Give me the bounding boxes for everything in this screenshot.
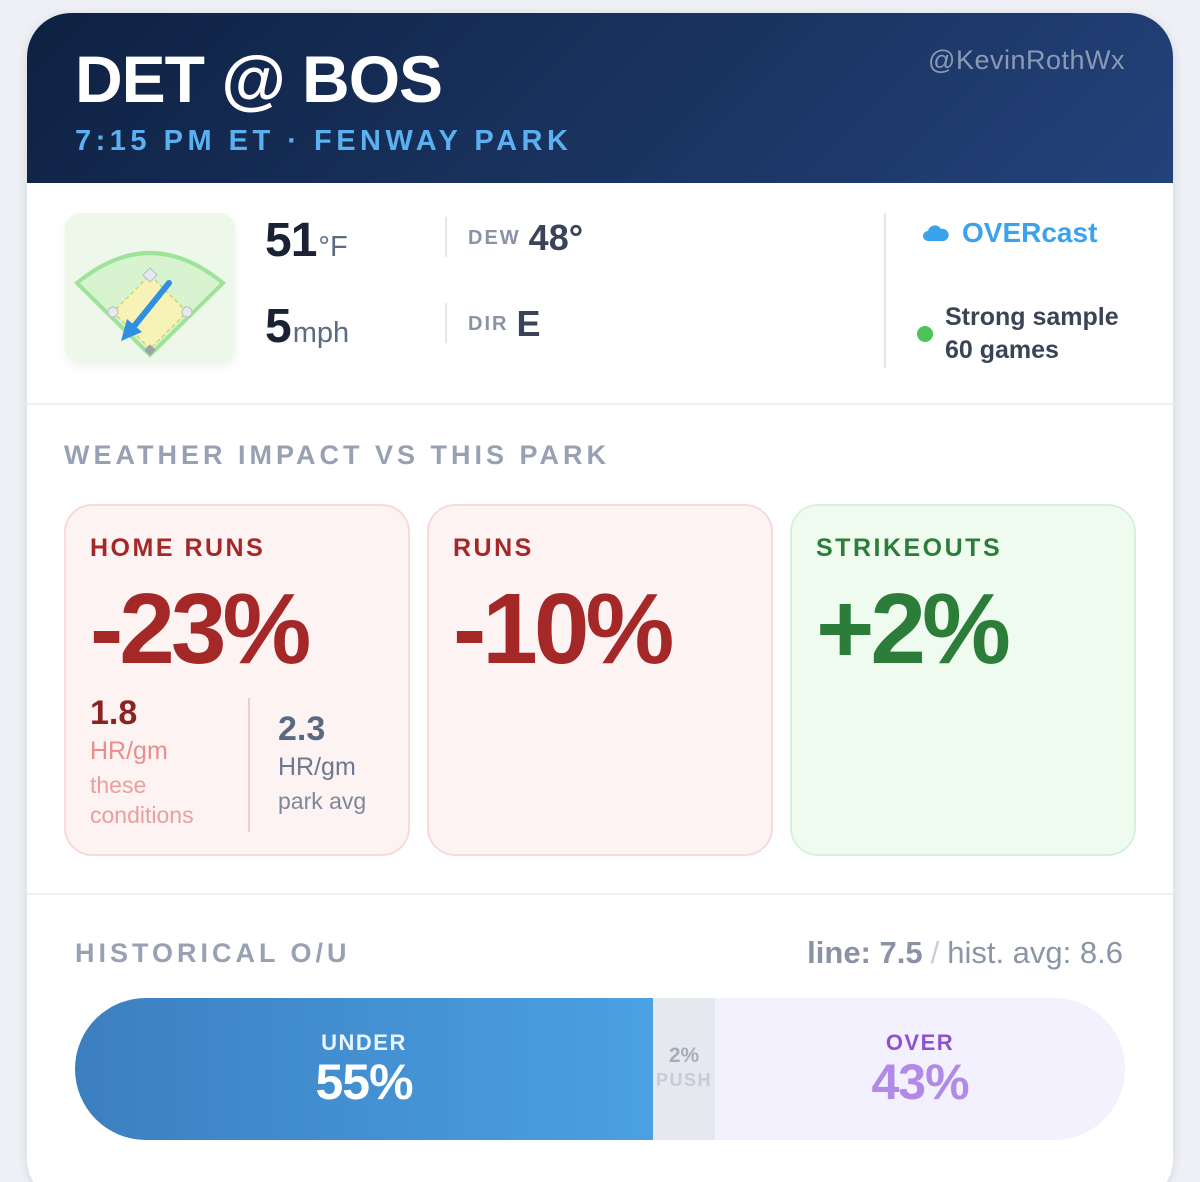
matchup-title: DET @ BOS — [75, 42, 443, 116]
dir-value: E — [516, 303, 541, 344]
condition: OVERcast — [922, 217, 1097, 249]
betting-line: line: 7.5 — [807, 935, 923, 970]
baseball-field-wind-arrow-icon — [65, 213, 235, 363]
impact-card-runs: RUNS -10% — [427, 504, 773, 856]
impact-section-title: WEATHER IMPACT VS THIS PARK — [64, 440, 610, 470]
impact-value: +2% — [816, 573, 1011, 685]
over-under-bar: UNDER 55% 2% PUSH OVER 43% — [75, 998, 1125, 1140]
divider — [445, 217, 447, 257]
header: DET @ BOS 7:15 PM ET · FENWAY PARK @Kevi… — [27, 13, 1173, 183]
divider — [445, 303, 447, 343]
weather-row: 51°F 5mph DEW 48° DIR E OVERcast — [27, 183, 1173, 405]
under-label: UNDER — [321, 1030, 407, 1055]
dew-point: DEW 48° — [468, 217, 583, 259]
hr-these-conditions: 1.8 HR/gm these conditions — [90, 694, 194, 830]
hr-these-desc: these — [90, 772, 147, 798]
hr-park-value: 2.3 — [278, 710, 326, 748]
impact-label: RUNS — [453, 534, 534, 562]
impact-card-strikeouts: STRIKEOUTS +2% — [790, 504, 1136, 856]
section-divider — [27, 893, 1173, 895]
cloud-icon — [922, 217, 950, 249]
wind-speed-unit: mph — [292, 317, 350, 349]
wind-direction: DIR E — [468, 303, 540, 345]
hr-park-desc: park avg — [278, 788, 367, 814]
push-segment: 2% PUSH — [653, 998, 715, 1140]
over-segment: OVER 43% — [715, 998, 1125, 1140]
dew-label: DEW — [468, 226, 521, 249]
divider — [248, 698, 250, 832]
hr-park-unit: HR/gm — [278, 753, 356, 781]
push-value: 2% — [668, 1044, 700, 1067]
historical-section-title: HISTORICAL O/U — [75, 938, 351, 968]
impact-label: HOME RUNS — [90, 534, 266, 562]
separator: / — [930, 935, 940, 970]
sample-indicator: Strong sample 60 games — [917, 301, 1119, 367]
wind-speed-value: 5 — [265, 300, 292, 353]
game-card: DET @ BOS 7:15 PM ET · FENWAY PARK @Kevi… — [27, 13, 1173, 1182]
dir-label: DIR — [468, 312, 509, 335]
impact-card-home-runs: HOME RUNS -23% 1.8 HR/gm these condition… — [64, 504, 410, 856]
impact-value: -23% — [90, 573, 311, 685]
under-value: 55% — [315, 1054, 413, 1110]
hr-these-desc: conditions — [90, 802, 194, 828]
impact-value: -10% — [453, 573, 674, 685]
historical-meta: line: 7.5/hist. avg: 8.6 — [807, 935, 1123, 971]
hr-these-value: 1.8 — [90, 694, 138, 732]
temperature-value: 51 — [265, 214, 317, 267]
sample-count: 60 games — [945, 336, 1059, 364]
divider — [884, 213, 886, 368]
hr-these-unit: HR/gm — [90, 737, 168, 765]
wind-speed: 5mph — [265, 299, 349, 354]
hr-park-avg: 2.3 HR/gm park avg — [278, 710, 366, 815]
sample-strength: Strong sample — [945, 303, 1119, 331]
dew-value: 48° — [528, 217, 584, 258]
push-label: PUSH — [655, 1070, 712, 1090]
over-label: OVER — [885, 1030, 955, 1055]
under-segment: UNDER 55% — [75, 998, 653, 1140]
temperature-unit: °F — [318, 231, 348, 263]
game-time-venue: 7:15 PM ET · FENWAY PARK — [75, 125, 573, 157]
impact-label: STRIKEOUTS — [816, 534, 1003, 562]
status-dot — [917, 326, 933, 342]
historical-average: hist. avg: 8.6 — [947, 935, 1123, 970]
over-value: 43% — [871, 1054, 969, 1110]
temperature: 51°F — [265, 213, 348, 268]
author-handle: @KevinRothWx — [928, 45, 1125, 75]
condition-text: OVERcast — [962, 217, 1098, 248]
